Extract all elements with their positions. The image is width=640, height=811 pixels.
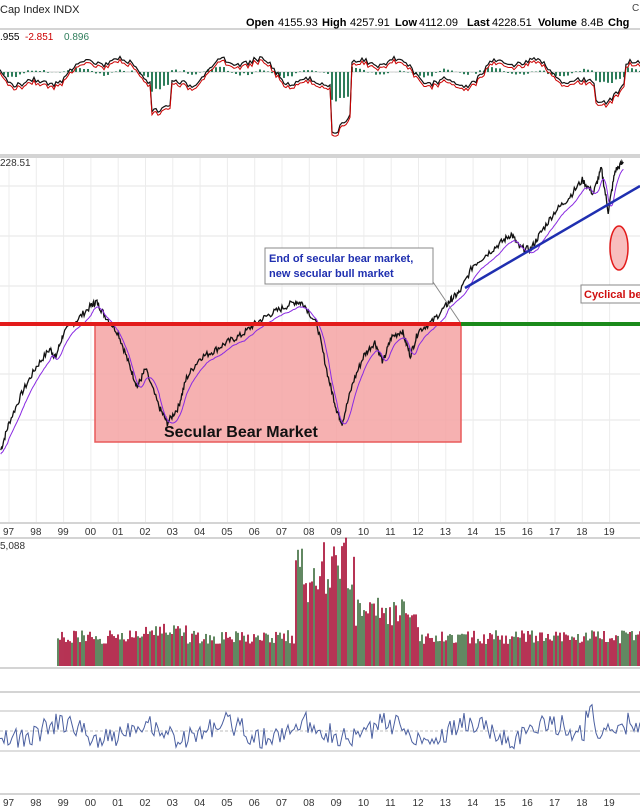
callout-line-1: End of secular bear market, xyxy=(269,253,413,265)
x-axis-bottom-tick-label: 01 xyxy=(112,798,124,809)
open-label: Open xyxy=(246,17,274,29)
callout: End of secular bear market, new secular … xyxy=(264,247,461,323)
indicator-value-1: .955 xyxy=(0,32,20,43)
high-label: High xyxy=(322,17,347,29)
x-axis-bottom-tick-label: 15 xyxy=(494,798,506,809)
x-axis-tick-label: 04 xyxy=(194,527,206,538)
indicator-line xyxy=(0,55,640,134)
x-axis-bottom-tick-label: 07 xyxy=(276,798,288,809)
indicator-panel-frame xyxy=(0,28,640,156)
x-axis-tick-label: 13 xyxy=(440,527,452,538)
volume-panel-label: 5,088 xyxy=(0,541,25,552)
ohlc-header: Open 4155.93 High 4257.91 Low 4112.09 La… xyxy=(246,17,629,29)
x-axis-bottom-tick-label: 05 xyxy=(221,798,233,809)
x-axis-bottom-tick-label: 13 xyxy=(440,798,452,809)
price-panel-frame xyxy=(0,156,640,524)
indicator-top-series xyxy=(0,55,640,137)
x-axis-tick-label: 12 xyxy=(413,527,425,538)
callout-box xyxy=(264,247,434,285)
x-axis-bottom-tick-label: 97 xyxy=(3,798,15,809)
x-axis-bottom-tick-label: 19 xyxy=(604,798,616,809)
high-value: 4257.91 xyxy=(350,17,390,29)
x-axis-bottom-tick-label: 10 xyxy=(358,798,370,809)
price-series xyxy=(0,158,624,455)
x-axis-tick-label: 97 xyxy=(3,527,15,538)
callout-pointer xyxy=(432,281,461,323)
x-axis-bottom-tick-label: 98 xyxy=(30,798,42,809)
callout-line-2: new secular bull market xyxy=(269,268,394,280)
x-axis-bottom-tick-label: 08 xyxy=(303,798,315,809)
x-axis-bottom-tick-label: 12 xyxy=(413,798,425,809)
oscillator-series xyxy=(0,703,640,752)
x-axis-bottom-tick-label: 17 xyxy=(549,798,561,809)
x-axis-tick-label: 11 xyxy=(385,527,396,538)
x-axis-bottom-tick-label: 09 xyxy=(331,798,343,809)
oscillator-panel-frame xyxy=(0,691,640,795)
x-axis-tick-label: 10 xyxy=(358,527,370,538)
x-axis-tick-label: 01 xyxy=(112,527,124,538)
low-label: Low xyxy=(395,17,417,29)
low-value: 4112.09 xyxy=(419,17,458,29)
cyclical-bear-marker xyxy=(609,225,629,271)
x-axis-tick-label: 02 xyxy=(140,527,152,538)
volume-panel-frame xyxy=(0,537,640,669)
x-axis-tick-label: 06 xyxy=(249,527,261,538)
secular-bear-zone xyxy=(94,323,462,443)
indicator-value-2: -2.851 xyxy=(25,32,54,43)
x-axis-tick-label: 05 xyxy=(221,527,233,538)
x-axis-bottom-tick-label: 18 xyxy=(576,798,588,809)
x-axis-tick-label: 08 xyxy=(303,527,315,538)
volume-bars xyxy=(57,537,640,666)
x-axis-bottom-tick-label: 04 xyxy=(194,798,206,809)
indicator-signal-line xyxy=(0,58,640,137)
secular-bear-label: Secular Bear Market xyxy=(164,424,319,441)
x-axis-tick-label: 19 xyxy=(604,527,616,538)
x-axis-bottom-tick-label: 11 xyxy=(385,798,396,809)
x-axis-tick-label: 98 xyxy=(30,527,42,538)
chg-label: Chg xyxy=(608,17,629,29)
x-axis-bottom-tick-label: 16 xyxy=(522,798,534,809)
cyclical-box xyxy=(580,284,640,304)
x-axis-tick-label: 07 xyxy=(276,527,288,538)
x-axis-bottom-tick-label: 00 xyxy=(85,798,97,809)
cyclical-callout: Cyclical be xyxy=(580,284,640,304)
price-last-label: 228.51 xyxy=(0,158,31,169)
cyclical-label: Cyclical be xyxy=(584,289,640,301)
volume-value: 8.4B xyxy=(581,17,604,29)
x-axis-tick-label: 00 xyxy=(85,527,97,538)
panel-frames xyxy=(0,28,640,795)
x-axis-bottom-tick-label: 14 xyxy=(467,798,479,809)
open-value: 4155.93 xyxy=(278,17,318,29)
x-axis-tick-label: 18 xyxy=(576,527,588,538)
x-axis-tick-label: 03 xyxy=(167,527,179,538)
x-axis-bottom-tick-label: 06 xyxy=(249,798,261,809)
x-axis-bottom: 97 98 99 00 01 02 03 04 05 06 07 08 09 10 11 12 13 14 15 16… xyxy=(3,798,615,809)
x-axis-tick-label: 14 xyxy=(467,527,479,538)
x-axis-bottom-tick-label: 02 xyxy=(140,798,152,809)
indicator-legend: .955 -2.851 0.896 xyxy=(0,32,89,43)
last-label: Last xyxy=(467,17,490,29)
last-value: 4228.51 xyxy=(492,17,532,29)
price-moving-average xyxy=(0,168,624,455)
x-axis-middle: 97 98 99 00 01 02 03 04 05 06 07 08 09 10 11 12 13 14 15 16… xyxy=(3,527,615,538)
x-axis-tick-label: 09 xyxy=(331,527,343,538)
indicator-value-3: 0.896 xyxy=(64,32,89,43)
x-axis-bottom-tick-label: 99 xyxy=(58,798,70,809)
header-right-mark: C xyxy=(632,3,639,14)
x-axis-tick-label: 99 xyxy=(58,527,70,538)
x-axis-tick-label: 15 xyxy=(494,527,506,538)
x-axis-bottom-tick-label: 03 xyxy=(167,798,179,809)
chart-title: Cap Index INDX xyxy=(0,4,80,16)
trend-line xyxy=(464,184,640,290)
volume-label: Volume xyxy=(538,17,577,29)
oscillator-line xyxy=(0,703,640,750)
x-axis-tick-label: 16 xyxy=(522,527,534,538)
x-axis-tick-label: 17 xyxy=(549,527,561,538)
